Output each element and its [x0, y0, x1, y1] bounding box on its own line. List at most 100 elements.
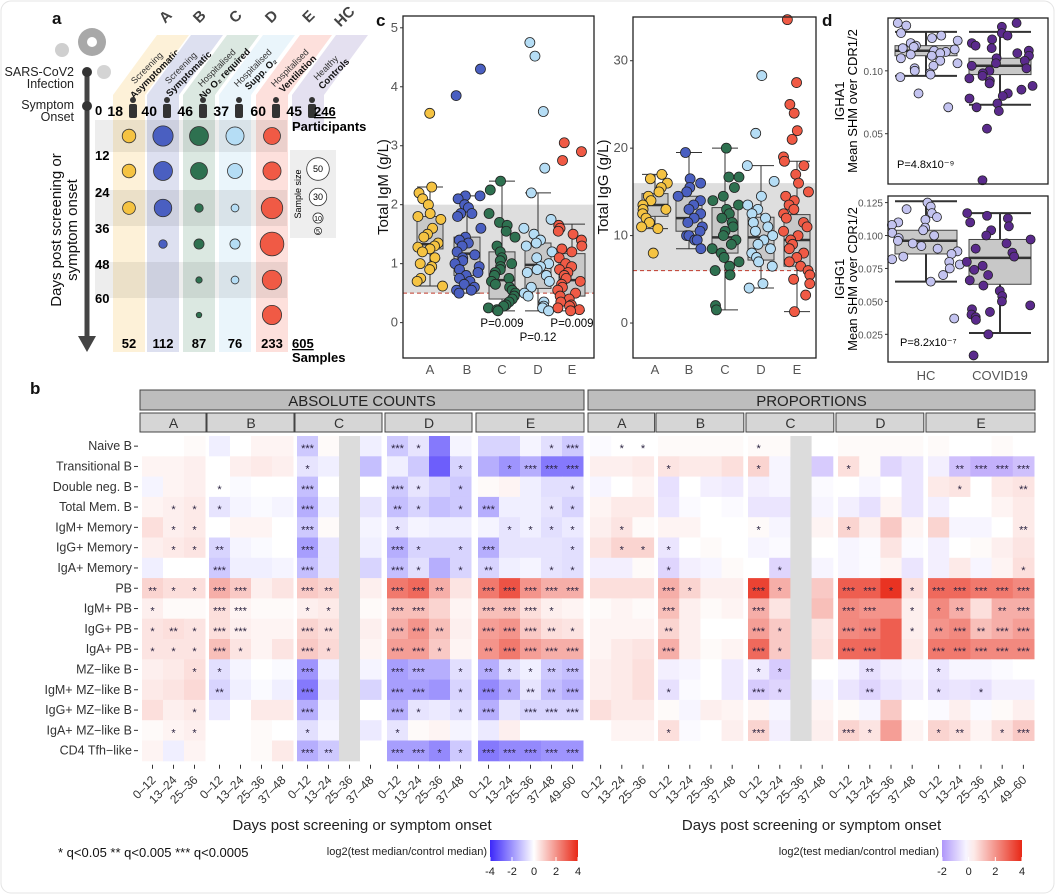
person-body [199, 104, 207, 118]
heatmap-cell-double-neg-b [679, 476, 701, 498]
heatmap-cell-igg-pb [949, 618, 971, 640]
heatmap-cell-naive-b [901, 436, 924, 457]
significance-stars: *** [234, 606, 248, 618]
heatmap-cell-igg-mz-like-b [769, 699, 791, 721]
significance-stars: * [778, 626, 783, 638]
significance-stars: * [458, 484, 463, 496]
heatmap-cell-igm-mz-like-b [928, 679, 950, 701]
heatmap-cell-total-mem-b [499, 496, 521, 518]
significance-stars: *** [391, 443, 405, 455]
heatmap-cell-mz-like-b [408, 659, 430, 681]
data-point-E [804, 278, 816, 290]
data-point-E [791, 125, 803, 137]
significance-stars: * [570, 545, 575, 557]
significance-stars: *** [566, 666, 580, 678]
row-label: Transitional B [56, 459, 132, 473]
heatmap-cell-cd4-tfh-like [339, 740, 361, 762]
heatmap-cell-igm-pb [318, 598, 340, 620]
data-point-A [656, 168, 668, 180]
significance-stars: *** [996, 626, 1010, 638]
heatmap-cell-mz-like-b [970, 659, 993, 681]
sample-bubble-A [121, 128, 137, 144]
heatmap-cell-total-mem-b [429, 496, 451, 518]
significance-stars: *** [482, 545, 496, 557]
significance-stars: *** [482, 748, 496, 760]
heatmap-cell-igg-memory [272, 537, 294, 559]
heatmap-cell-cd4-tfh-like [408, 740, 430, 762]
y-tick-label: 0.10 [864, 67, 884, 78]
significance-stars: *** [752, 727, 766, 739]
heatmap-cell-cd4-tfh-like [163, 740, 185, 762]
significance-stars: *** [996, 463, 1010, 475]
heatmap-cell-igm-memory [272, 517, 294, 538]
heatmap-cell-iga-pb [611, 639, 633, 660]
participants-label: Participants [292, 119, 366, 134]
heatmap-cell-naive-b [790, 436, 813, 457]
heatmap-cell-igg-memory [970, 537, 993, 559]
heatmap-cell-igg-memory [790, 537, 813, 559]
significance-stars: * [192, 646, 197, 658]
group-strip-label: C [785, 415, 795, 431]
data-point-COVID19 [971, 102, 982, 113]
data-point-D [545, 214, 557, 225]
heatmap-cell-transitional-b [184, 456, 206, 478]
heatmap-cell-igg-mz-like-b [142, 699, 164, 721]
data-point-C [492, 305, 504, 317]
heatmap-cell-total-mem-b [408, 496, 430, 518]
heatmap-cell-iga-pb [880, 639, 903, 660]
heatmap-cell-igg-pb [700, 618, 723, 640]
heatmap-cell-iga-pb [339, 639, 361, 660]
heatmap-cell-igm-pb [184, 598, 206, 620]
heatmap-cell-double-neg-b [769, 476, 791, 498]
heatmap-cell-igm-memory [520, 517, 542, 538]
heatmap-cell-igm-pb [429, 598, 451, 620]
heatmap-cell-double-neg-b [721, 476, 744, 498]
data-point-E [786, 134, 798, 145]
y-axis-label: Mean SHM over CDR1/2 [845, 207, 860, 351]
heatmap-cell-double-neg-b [450, 476, 472, 498]
significance-stars: ** [547, 626, 556, 638]
data-point-COVID19 [985, 307, 995, 317]
heatmap-cell-iga-pb [991, 639, 1014, 660]
data-point-E [793, 177, 804, 189]
heatmap-cell-igg-mz-like-b [658, 699, 680, 721]
significance-stars: * [666, 565, 671, 577]
colorbar [490, 840, 578, 861]
heatmap-cell-pb [769, 578, 791, 599]
heatmap-cell-igg-pb [318, 618, 340, 640]
time-bin-band [95, 298, 287, 332]
heatmap-cell-iga-mz-like-b [520, 720, 542, 741]
significance-stars: *** [752, 687, 766, 699]
heatmap-cell-igg-pb [450, 618, 472, 640]
heatmap-cell-iga-memory [387, 557, 409, 579]
heatmap-cell-mz-like-b [811, 659, 834, 681]
data-point-HC [929, 230, 940, 241]
colorbar [942, 840, 1022, 861]
heatmap-cell-iga-mz-like-b [1012, 720, 1035, 741]
heatmap-cell-igm-pb [611, 598, 633, 620]
significance-stars: * [570, 524, 575, 536]
significance-stars: * [641, 443, 646, 455]
heatmap-cell-pb [991, 578, 1014, 599]
heatmap-cell-total-mem-b [184, 496, 206, 518]
participant-count: 46 [177, 103, 193, 119]
data-point-C [490, 278, 501, 290]
heatmap-cell-igg-pb [429, 618, 451, 640]
data-point-C [484, 184, 496, 196]
heatmap-cell-igg-mz-like-b [478, 699, 500, 721]
heatmap-cell-double-neg-b [230, 476, 252, 498]
group-strip-label: E [526, 415, 535, 431]
colorbar-tick-label: -2 [507, 866, 517, 878]
data-point-A [660, 203, 672, 215]
colorbar-tick-label: 4 [575, 866, 581, 878]
heatmap-cell-igg-pb [272, 618, 294, 640]
heatmap-cell-igm-pb [1012, 598, 1035, 620]
significance-stars: *** [503, 626, 517, 638]
panel-label-b: b [30, 379, 40, 398]
heatmap-cell-iga-pb [478, 639, 500, 660]
group-strip-C [745, 412, 835, 433]
significance-stars: *** [662, 646, 676, 658]
heatmap-cell-naive-b [748, 436, 770, 457]
significance-stars: *** [482, 606, 496, 618]
heatmap-cell-naive-b [769, 436, 791, 457]
